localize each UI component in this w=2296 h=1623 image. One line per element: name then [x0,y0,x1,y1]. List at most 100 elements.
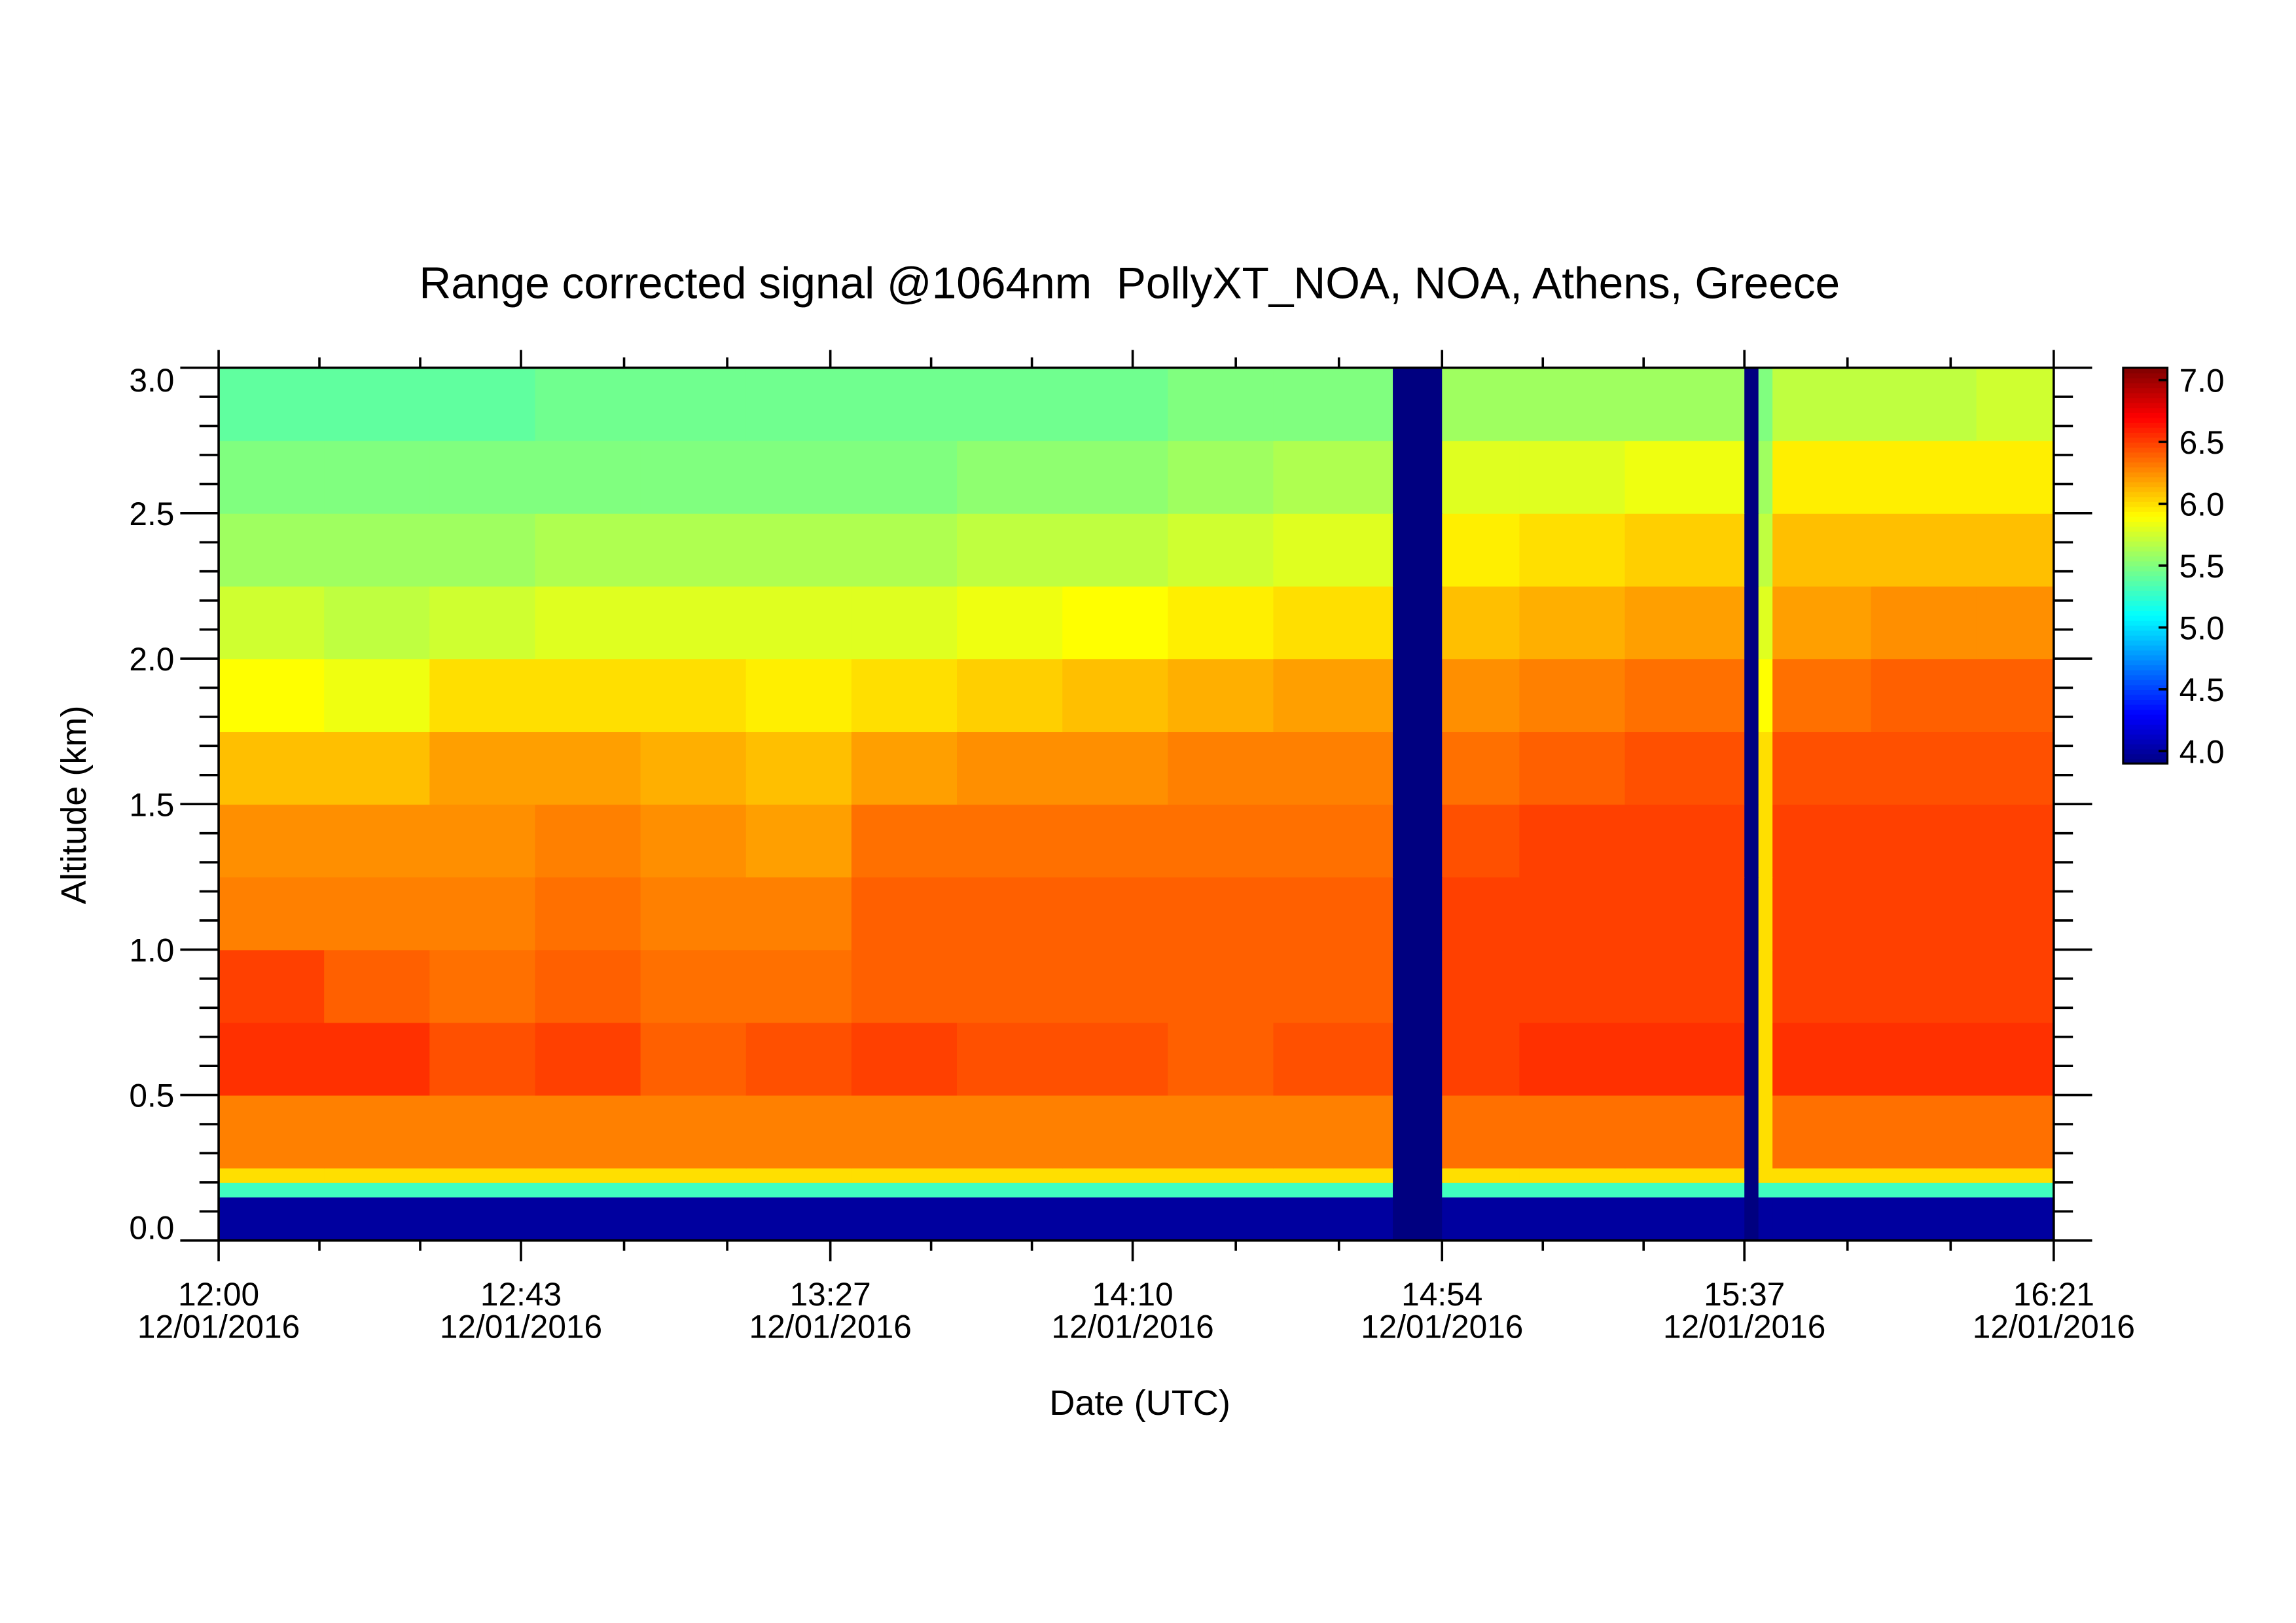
heat-cell [1393,1022,1443,1096]
heat-cell [1976,513,2054,587]
colorbar-segment [2123,615,2168,621]
heat-cell [1976,877,2054,951]
heat-cell [219,1167,325,1183]
colorbar-segment [2123,427,2168,433]
heat-cell [1393,513,1443,587]
y-tick-label: 2.5 [129,496,174,532]
heat-cell [324,1022,431,1096]
heat-cell [324,804,431,878]
heat-cell [640,659,747,733]
heat-cell [1062,659,1169,733]
heat-cell [1976,585,2054,659]
heat-cell [1273,877,1393,951]
heat-cell [1062,877,1169,951]
heat-cell [851,804,958,878]
heat-cell [324,1197,431,1241]
heat-cell [640,440,747,514]
heat-cell [1772,367,1872,441]
chart-title: Range corrected signal @1064nm PollyXT_N… [419,259,1840,308]
heat-cell [1442,585,1520,659]
heat-cell [745,877,852,951]
heat-cell [1624,440,1746,514]
colorbar-segment [2123,382,2168,389]
heat-cell [1624,1167,1746,1183]
heat-cell [957,731,1064,805]
heat-cell [1442,1095,1520,1169]
heat-cell [1772,659,1872,733]
heat-cell [640,1167,747,1183]
heat-cell [1062,949,1169,1023]
heat-cell [1168,440,1274,514]
colorbar-segment [2123,367,2168,374]
heat-cell [429,949,536,1023]
colorbar-segment [2123,654,2168,661]
heat-cell [1062,513,1169,587]
colorbar-segment [2123,743,2168,750]
colorbar-segment [2123,397,2168,403]
heat-cell [1062,1167,1169,1183]
heat-cell [1442,1167,1520,1183]
colorbar-segment [2123,456,2168,463]
heat-cell [1744,877,1759,951]
heat-cell [429,367,536,441]
heat-cell [1772,1022,1872,1096]
heat-cell [851,949,958,1023]
heat-cell [640,1022,747,1096]
heat-cell [1393,877,1443,951]
heat-cell [1062,1022,1169,1096]
heat-cell [1976,949,2054,1023]
heat-cell [1519,1095,1626,1169]
heat-cell [1976,367,2054,441]
heat-cell [745,585,852,659]
y-tick-label: 1.0 [129,932,174,968]
heat-cell [640,1182,747,1198]
heat-cell [1758,877,1774,951]
heat-cell [219,659,325,733]
heat-cell [1758,731,1774,805]
heat-cell [957,804,1064,878]
heat-cell [1393,1167,1443,1183]
heat-cell [324,1167,431,1183]
heat-cell [1871,440,1977,514]
heat-cell [1393,659,1443,733]
heat-cell [1871,585,1977,659]
colorbar-segment [2123,689,2168,695]
heat-cell [1744,1197,1759,1241]
heat-cell [851,1022,958,1096]
x-tick-label: 14:54 [1401,1276,1482,1313]
y-tick-label: 1.5 [129,786,174,823]
colorbar-segment [2123,373,2168,378]
colorbar-segment [2123,392,2168,399]
heat-cell [640,585,747,659]
heat-cell [745,440,852,514]
heat-cell [851,659,958,733]
colorbar-segment [2123,422,2168,428]
heat-cell [957,949,1064,1023]
heat-cell [1519,1197,1626,1241]
colorbar-segment [2123,402,2168,409]
heat-cell [219,877,325,951]
x-tick-date: 12/01/2016 [1051,1309,1213,1345]
heat-cell [1393,585,1443,659]
heat-cell [535,1095,641,1169]
heat-cell [1758,440,1774,514]
x-tick-date: 12/01/2016 [137,1309,300,1345]
heat-cell [1772,1197,1872,1241]
heat-cell [1744,585,1759,659]
heat-cell [1772,1167,1872,1183]
heat-cell [1442,731,1520,805]
heat-cell [1062,440,1169,514]
heat-cell [745,1197,852,1241]
heat-cell [1168,949,1274,1023]
heat-cell [1976,1022,2054,1096]
colorbar-segment [2123,520,2168,527]
heat-cell [1062,1197,1169,1241]
heat-cell [1871,1182,1977,1198]
colorbar-segment [2123,625,2168,631]
colorbar-segment [2123,719,2168,725]
heat-cell [324,731,431,805]
colorbar-segment [2123,452,2168,458]
heat-cell [219,1095,325,1169]
heat-cell [1871,804,1977,878]
heat-cell [1519,877,1626,951]
